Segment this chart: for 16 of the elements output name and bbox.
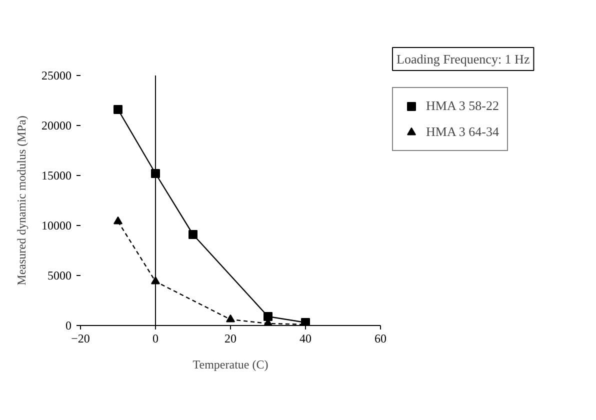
text: Loading Frequency: 1 Hz [396,52,530,66]
y-tick-label: 10000 [42,218,72,232]
y-tick-label: 0 [66,318,72,332]
y-tick-label: 15000 [42,168,72,182]
x-tick-label: 0 [152,332,158,346]
x-tick-label: 40 [300,332,312,346]
legend-label: HMA 3 64-34 [426,124,499,140]
y-tick-label: 25000 [42,68,72,82]
y-tick-label: 20000 [42,118,72,132]
y-tick-label: 5000 [48,268,72,282]
y-axis-title: Measured dynamic modulus (MPa) [14,116,28,286]
x-tick-label: 20 [224,332,236,346]
legend-label: HMA 3 58-22 [426,98,499,114]
x-axis-title: Temperatue (C) [192,358,268,372]
x-tick-label: −20 [71,332,90,346]
x-tick-label: 60 [374,332,386,346]
